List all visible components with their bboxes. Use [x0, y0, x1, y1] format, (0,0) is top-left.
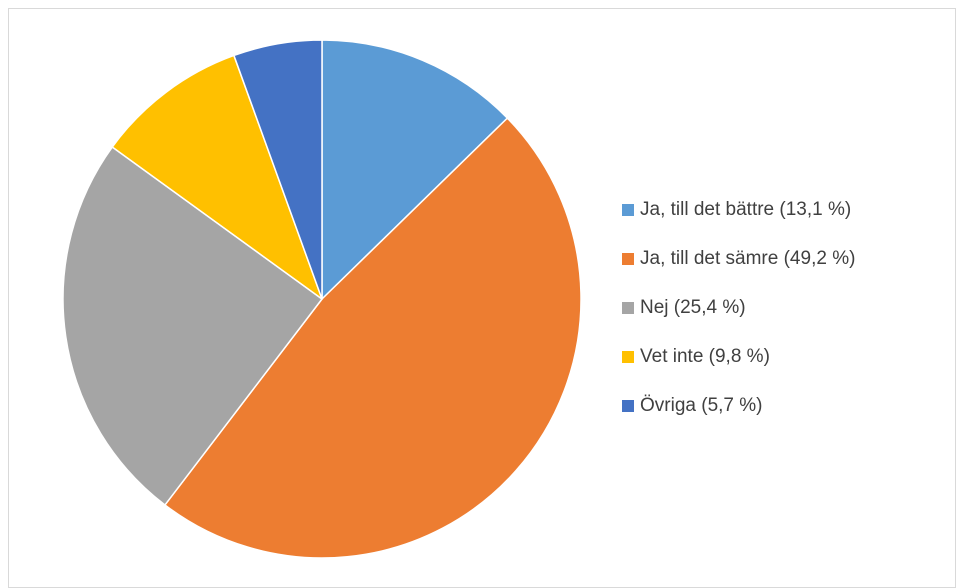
legend-item-5: Övriga (5,7 %): [622, 381, 855, 430]
legend-swatch: [622, 203, 634, 216]
pie-slice-1: [321, 39, 509, 300]
legend-label: Nej (25,4 %): [640, 296, 746, 318]
legend-swatch: [622, 399, 634, 412]
pie-slice-2: [164, 117, 582, 559]
chart-legend: Ja, till det bättre (13,1 %) Ja, till det…: [622, 185, 855, 430]
legend-item-1: Ja, till det bättre (13,1 %): [622, 185, 855, 234]
legend-item-2: Ja, till det sämre (49,2 %): [622, 234, 855, 283]
pie-slice-3: [62, 146, 323, 506]
pie-slice-4: [111, 54, 323, 300]
legend-label: Vet inte (9,8 %): [640, 345, 770, 367]
legend-label: Ja, till det sämre (49,2 %): [640, 247, 856, 269]
legend-swatch: [622, 350, 634, 363]
legend-label: Ja, till det bättre (13,1 %): [640, 198, 852, 220]
legend-label: Övriga (5,7 %): [640, 394, 763, 416]
legend-swatch: [622, 301, 634, 314]
legend-item-3: Nej (25,4 %): [622, 283, 855, 332]
legend-item-4: Vet inte (9,8 %): [622, 332, 855, 381]
legend-swatch: [622, 252, 634, 265]
pie-slice-5: [233, 39, 323, 300]
